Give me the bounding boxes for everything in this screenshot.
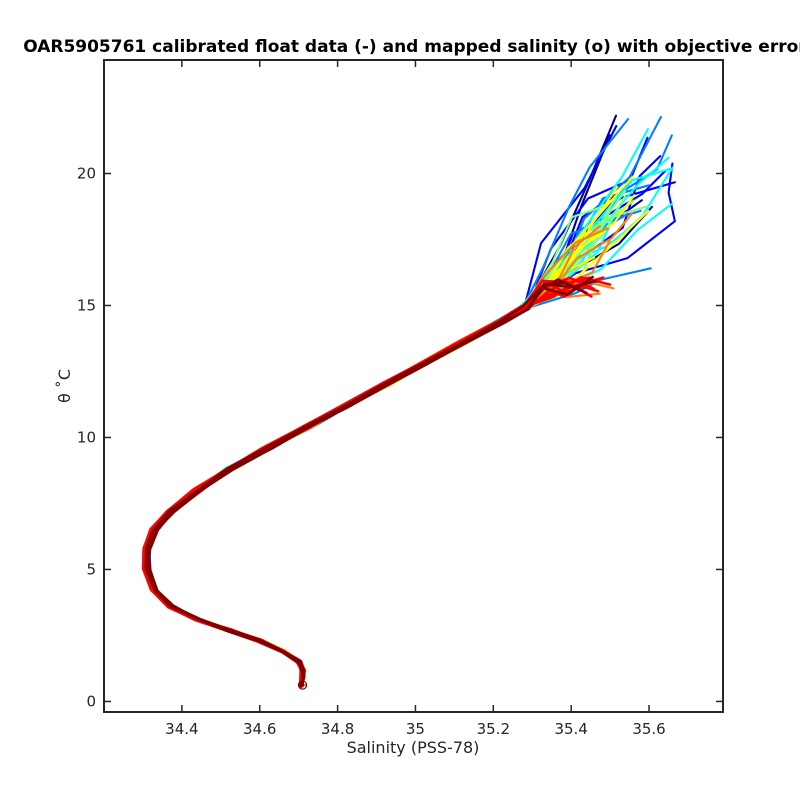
y-tick-label: 15 — [77, 296, 96, 314]
axes-box — [103, 59, 724, 713]
profile-line — [143, 194, 618, 688]
profile-line — [144, 114, 618, 687]
x-axis-label: Salinity (PSS-78) — [347, 738, 480, 757]
y-tick-label: 20 — [77, 165, 96, 183]
x-tick-label: 34.4 — [165, 720, 198, 738]
chart-title: OAR5905761 calibrated float data (-) and… — [23, 37, 800, 57]
mapped-salinity-markers — [297, 680, 308, 690]
x-axis-ticks: 34.4 34.6 34.8 35 35.2 35.4 35.6 — [165, 60, 666, 738]
profile-line — [144, 256, 596, 688]
profile-line — [143, 134, 611, 686]
x-tick-label: 35.6 — [632, 720, 665, 738]
x-tick-label: 35.2 — [477, 720, 510, 738]
profile-line — [146, 278, 581, 687]
profile-line — [145, 239, 611, 688]
profile-line — [146, 124, 618, 687]
y-axis-label: θ ˚C — [55, 369, 74, 403]
y-axis-ticks: 0 5 10 15 20 — [77, 165, 723, 710]
x-tick-label: 35 — [406, 720, 425, 738]
profile-line — [143, 128, 650, 688]
profile-curves — [141, 114, 676, 688]
profile-line — [147, 182, 629, 687]
y-tick-label: 10 — [77, 428, 96, 446]
x-tick-label: 34.6 — [243, 720, 276, 738]
y-tick-label: 5 — [86, 560, 96, 578]
x-tick-label: 35.4 — [554, 720, 587, 738]
profile-line — [144, 204, 607, 688]
y-tick-label: 0 — [86, 692, 96, 710]
x-tick-label: 34.8 — [321, 720, 354, 738]
profile-line — [143, 118, 630, 688]
profile-line — [147, 230, 587, 688]
